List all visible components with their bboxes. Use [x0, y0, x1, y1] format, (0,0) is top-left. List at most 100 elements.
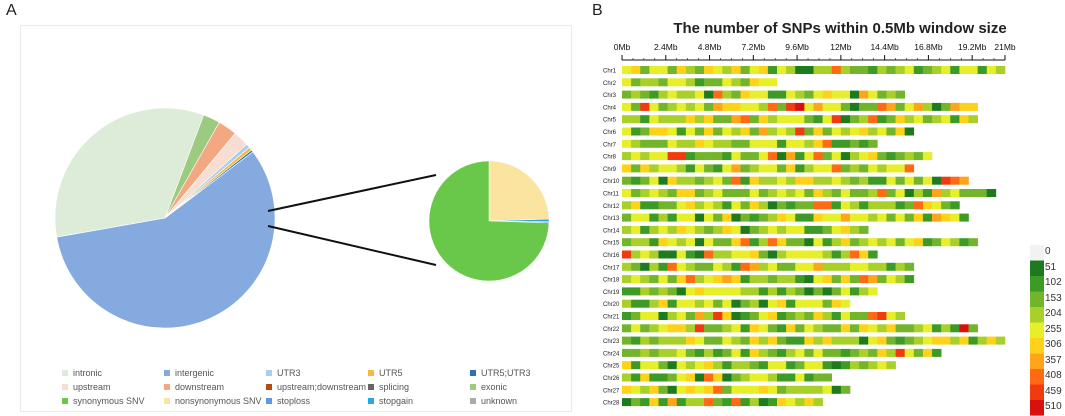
heatmap-cell [640, 176, 650, 185]
heatmap-cell [731, 348, 741, 357]
heatmap-cell [694, 324, 705, 333]
heatmap-cell [831, 250, 842, 259]
heatmap-cell [631, 275, 641, 284]
heatmap-cell [631, 78, 641, 87]
heatmap-cell [913, 102, 924, 111]
heatmap-cell [722, 299, 732, 308]
heatmap-cell [704, 324, 714, 333]
heatmap-cell [767, 324, 778, 333]
heatmap-cell [758, 361, 769, 370]
heatmap-cell [758, 127, 769, 136]
heatmap-cell [859, 201, 869, 210]
heatmap-cell [731, 299, 741, 308]
heatmap-cell [658, 176, 668, 185]
heatmap-cell [640, 66, 650, 74]
heatmap-cell [786, 262, 796, 271]
heatmap-cell [913, 115, 924, 124]
heatmap-cell [667, 373, 678, 382]
chromosome-label: Chr17 [603, 265, 620, 271]
heatmap-cell [713, 176, 723, 185]
heatmap-cell [813, 348, 823, 357]
heatmap-cell [786, 336, 796, 345]
heatmap-cell [941, 324, 951, 333]
heatmap-cell [649, 139, 659, 148]
heatmap-cell [895, 189, 905, 197]
heatmap-cell [731, 66, 741, 74]
heatmap-cell [685, 250, 696, 259]
heatmap-cell [831, 189, 842, 197]
heatmap-cell [704, 398, 714, 407]
heatmap-cell [813, 262, 823, 271]
heatmap-cell [877, 262, 887, 271]
heatmap-cell [722, 287, 732, 296]
heatmap-cell [877, 189, 887, 197]
heatmap-cell [731, 152, 741, 161]
heatmap-cell [667, 275, 678, 284]
heatmap-cell [859, 262, 869, 271]
heatmap-cell [877, 102, 887, 111]
heatmap-cell [859, 176, 869, 185]
heatmap-cell [622, 398, 632, 407]
heatmap-cell [722, 176, 732, 185]
heatmap-cell [658, 201, 668, 210]
heatmap-cell [740, 385, 750, 394]
heatmap-cell [959, 213, 969, 222]
heatmap-cell [831, 262, 842, 271]
heatmap-cell [758, 152, 769, 161]
heatmap-cell [704, 152, 714, 161]
heatmap-cell [886, 102, 896, 111]
heatmap-cell [840, 127, 851, 136]
heatmap-cell [849, 348, 860, 357]
chromosome-label: Chr10 [603, 179, 620, 185]
heatmap-cell [950, 336, 960, 345]
chromosome-label: Chr24 [603, 351, 620, 357]
heatmap-cell [859, 102, 869, 111]
heatmap-cell [886, 127, 896, 136]
heatmap-cell [986, 189, 997, 197]
heatmap-cell [740, 361, 750, 370]
heatmap-cell [904, 238, 915, 247]
heatmap-cell [631, 312, 641, 320]
heatmap-cell [676, 213, 687, 222]
x-tick-label: 0Mb [614, 42, 631, 52]
heatmap-cell [932, 336, 942, 345]
heatmap-cell [813, 238, 823, 247]
heatmap-cell [749, 398, 760, 407]
heatmap-cell [895, 201, 905, 210]
heatmap-cell [640, 127, 650, 136]
legend-swatch [470, 384, 476, 390]
heatmap-cell [859, 312, 869, 320]
heatmap-cell [804, 189, 814, 197]
heatmap-cell [658, 348, 668, 357]
heatmap-cell [640, 78, 650, 87]
heatmap-cell [813, 312, 823, 320]
heatmap-cell [667, 127, 678, 136]
heatmap-cell [868, 275, 878, 284]
heatmap-cell [740, 324, 750, 333]
heatmap-cell [685, 164, 696, 173]
heatmap-cell [676, 189, 687, 197]
heatmap-cell [767, 238, 778, 247]
heatmap-cell [722, 115, 732, 124]
heatmap-cell [868, 238, 878, 247]
heatmap-cell [877, 348, 887, 357]
heatmap-cell [649, 102, 659, 111]
heatmap-cell [749, 385, 760, 394]
chromosome-label: Chr18 [603, 278, 620, 284]
heatmap-cell [676, 201, 687, 210]
heatmap-cell [640, 398, 650, 407]
legend-item: intergenic [164, 368, 266, 378]
heatmap-cell [795, 287, 805, 296]
heatmap-cell [640, 238, 650, 247]
heatmap-cell [859, 361, 869, 370]
colorbar-swatch [1030, 338, 1044, 354]
heatmap-cell [667, 361, 678, 370]
heatmap-cell [831, 139, 842, 148]
heatmap-cell [840, 152, 851, 161]
heatmap-cell [722, 78, 732, 87]
legend-label: exonic [481, 382, 508, 392]
heatmap-cell [704, 78, 714, 87]
heatmap-cell [831, 213, 842, 222]
heatmap-cell [704, 238, 714, 247]
heatmap-cell [631, 287, 641, 296]
